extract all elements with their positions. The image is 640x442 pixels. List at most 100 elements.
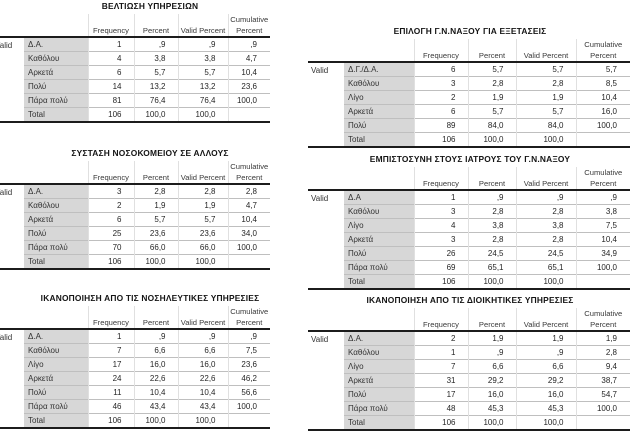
cell-label: Πολύ <box>24 79 88 94</box>
cell-valid-percent: 6,6 <box>515 359 576 374</box>
col-header-percent: Percent <box>133 172 178 185</box>
table-row-total: Total 106 100,0 100,0 <box>308 415 630 431</box>
col-header-percent: Percent <box>467 50 516 63</box>
cell-percent: 66,0 <box>133 240 178 255</box>
table-header: Cumulative Frequency Percent Valid Percent… <box>0 306 270 330</box>
cell-cumulative-percent: 2,8 <box>575 345 630 360</box>
cell-cumulative-percent: 100,0 <box>227 399 270 414</box>
table-row: Λίγο 7 6,6 6,6 9,4 <box>308 359 630 374</box>
table-row: Valid Δ.Γ./Δ.Α. 6 5,7 5,7 5,7 <box>308 62 630 148</box>
col-header-frequency: Frequency <box>87 25 134 38</box>
cell-frequency: 106 <box>87 254 134 270</box>
cell-frequency: 6 <box>87 212 134 227</box>
cell-valid-percent: 2,8 <box>515 76 576 91</box>
cell-frequency: 106 <box>413 132 468 148</box>
cell-valid-percent: 1,9 <box>177 198 228 213</box>
cell-cumulative-percent: 23,6 <box>227 79 270 94</box>
col-header-cumulative-line2: Percent <box>575 50 630 63</box>
col-header-cumulative-line1: Cumulative <box>575 39 630 50</box>
col-header-percent: Percent <box>467 319 516 332</box>
cell-label: Πάρα πολύ <box>24 240 88 255</box>
table-row: Αρκετά 6 5,7 5,7 10,4 <box>0 212 270 227</box>
cell-percent: 2,8 <box>467 204 516 219</box>
cell-percent: 16,0 <box>467 387 516 402</box>
table-row: Πάρα πολύ 48 45,3 45,3 100,0 <box>308 401 630 416</box>
cell-cumulative-percent <box>227 107 270 123</box>
cell-frequency: 31 <box>413 373 468 388</box>
cell-label: Αρκετά <box>344 104 414 119</box>
table-row: Καθόλου 1,9,9 2,8 <box>308 345 630 360</box>
table-recommend-hospital: ΣΥΣΤΑΣΗ ΝΟΣΟΚΟΜΕΙΟΥ ΣΕ ΑΛΛΟΥΣ Cumulative… <box>0 148 272 270</box>
cell-cumulative-percent: 10,4 <box>227 212 270 227</box>
table-row-total: Total 106 100,0 100,0 <box>0 107 270 123</box>
col-header-cumulative-line1: Cumulative <box>575 167 630 178</box>
cell-label: Δ.Α. <box>24 37 88 52</box>
cell-valid-percent: 100,0 <box>177 413 228 429</box>
table-header: Cumulative Frequency Percent Valid Percent… <box>308 39 630 63</box>
cell-frequency: 7 <box>413 359 468 374</box>
table-row: Καθόλου 3 2,8 2,8 3,8 <box>308 204 630 219</box>
cell-cumulative-percent <box>575 274 630 290</box>
cell-frequency: 106 <box>87 413 134 429</box>
cell-label: Πολύ <box>24 385 88 400</box>
cell-frequency: 1 <box>87 37 134 52</box>
cell-valid-percent: 10,4 <box>177 385 228 400</box>
cell-cumulative-percent: 9,4 <box>575 359 630 374</box>
cell-percent: 6,6 <box>467 359 516 374</box>
cell-cumulative-percent: ,9 <box>227 37 270 52</box>
cell-frequency: 106 <box>413 274 468 290</box>
col-header-percent: Percent <box>133 317 178 330</box>
cell-cumulative-percent: 100,0 <box>227 93 270 108</box>
cell-valid-percent: ,9 <box>177 37 228 52</box>
cell-frequency: 4 <box>87 51 134 66</box>
table-row: Καθόλου 4 3,8 3,8 4,7 <box>0 51 270 66</box>
cell-percent: 100,0 <box>133 107 178 123</box>
table-title: ΙΚΑΝΟΠΟΙΗΣΗ ΑΠΟ ΤΙΣ ΔΙΟΙΚΗΤΙΚΕΣ ΥΠΗΡΕΣΙΕ… <box>366 295 574 305</box>
table-row: Πολύ 17 16,0 16,0 54,7 <box>308 387 630 402</box>
cell-frequency: 70 <box>87 240 134 255</box>
cell-percent: 3,8 <box>133 51 178 66</box>
cell-valid-percent: ,9 <box>515 345 576 360</box>
cell-label: Καθόλου <box>344 76 414 91</box>
table-trust-in-doctors: ΕΜΠΙΣΤΟΣΥΝΗ ΣΤΟΥΣ ΙΑΤΡΟΥΣ ΤΟΥ Γ.Ν.ΝΑΞΟΥ … <box>308 154 632 290</box>
cell-percent: ,9 <box>133 329 178 344</box>
cell-percent: 100,0 <box>133 413 178 429</box>
cell-label: Πάρα πολύ <box>24 93 88 108</box>
table-row: Πολύ 25 23,6 23,6 34,0 <box>0 226 270 241</box>
cell-percent: 13,2 <box>133 79 178 94</box>
cell-label: Πολύ <box>344 246 414 261</box>
table-row: Πολύ 14 13,2 13,2 23,6 <box>0 79 270 94</box>
cell-label: Καθόλου <box>24 51 88 66</box>
col-header-cumulative-line1: Cumulative <box>227 306 270 317</box>
cell-cumulative-percent: 23,6 <box>227 357 270 372</box>
freq-table: Cumulative Frequency Percent Valid Percent… <box>308 167 630 290</box>
cell-percent: 76,4 <box>133 93 178 108</box>
cell-frequency: 11 <box>87 385 134 400</box>
cell-frequency: 89 <box>413 118 468 133</box>
col-header-frequency: Frequency <box>413 50 468 63</box>
cell-frequency: 46 <box>87 399 134 414</box>
cell-cumulative-percent: 1,9 <box>575 331 630 346</box>
cell-frequency: 2 <box>413 331 468 346</box>
cell-frequency: 6 <box>87 65 134 80</box>
cell-frequency: 69 <box>413 260 468 275</box>
col-header-frequency: Frequency <box>413 319 468 332</box>
cell-cumulative-percent: ,9 <box>575 190 630 205</box>
stub-valid: Valid <box>0 37 24 123</box>
cell-percent: 100,0 <box>467 132 516 148</box>
col-header-cumulative-line2: Percent <box>575 178 630 191</box>
col-header-cumulative-line1: Cumulative <box>227 161 270 172</box>
cell-label: Total <box>24 254 88 270</box>
freq-table: Cumulative Frequency Percent Valid Percent… <box>0 14 270 123</box>
cell-frequency: 3 <box>413 232 468 247</box>
cell-valid-percent: 29,2 <box>515 373 576 388</box>
cell-label: Δ.Α. <box>24 329 88 344</box>
cell-percent: 5,7 <box>133 212 178 227</box>
cell-label: Πολύ <box>24 226 88 241</box>
table-row-total: Total 106 100,0 100,0 <box>308 132 630 148</box>
cell-valid-percent: 2,8 <box>515 232 576 247</box>
table-row: Καθόλου 2 1,9 1,9 4,7 <box>0 198 270 213</box>
table-hospital-choice-for-exams: ΕΠΙΛΟΓΗ Γ.Ν.ΝΑΞΟΥ ΓΙΑ ΕΞΕΤΑΣΕΙΣ Cumulati… <box>308 26 632 148</box>
